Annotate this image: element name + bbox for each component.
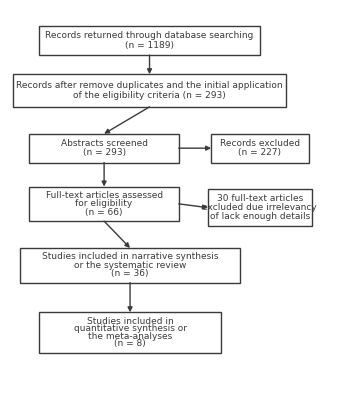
Text: Full-text articles assessed: Full-text articles assessed xyxy=(46,191,163,200)
Text: Studies included in narrative synthesis: Studies included in narrative synthesis xyxy=(42,252,218,262)
Text: 30 full-text articles: 30 full-text articles xyxy=(217,194,303,204)
FancyBboxPatch shape xyxy=(208,190,312,226)
FancyBboxPatch shape xyxy=(29,134,179,162)
Text: or the systematic review: or the systematic review xyxy=(74,261,186,270)
Text: Studies included in: Studies included in xyxy=(87,317,173,326)
Text: (n = 227): (n = 227) xyxy=(238,148,281,158)
Text: (n = 1189): (n = 1189) xyxy=(125,41,174,50)
Text: Records excluded: Records excluded xyxy=(220,139,300,148)
Text: excluded due irrelevancy: excluded due irrelevancy xyxy=(202,203,317,212)
FancyBboxPatch shape xyxy=(29,186,179,221)
FancyBboxPatch shape xyxy=(39,312,221,353)
Text: Abstracts screened: Abstracts screened xyxy=(61,139,148,148)
Text: for eligibility: for eligibility xyxy=(75,199,133,208)
Text: (n = 293): (n = 293) xyxy=(82,148,126,158)
FancyBboxPatch shape xyxy=(39,26,260,55)
Text: of lack enough details: of lack enough details xyxy=(210,212,310,221)
Text: (n = 8): (n = 8) xyxy=(114,339,146,348)
FancyBboxPatch shape xyxy=(20,248,240,282)
Text: quantitative synthesis or: quantitative synthesis or xyxy=(74,324,187,333)
Text: Records after remove duplicates and the initial application: Records after remove duplicates and the … xyxy=(16,81,283,90)
FancyBboxPatch shape xyxy=(13,74,286,107)
FancyBboxPatch shape xyxy=(211,134,309,162)
Text: the meta-analyses: the meta-analyses xyxy=(88,332,172,341)
Text: of the eligibility criteria (n = 293): of the eligibility criteria (n = 293) xyxy=(73,91,226,100)
Text: (n = 66): (n = 66) xyxy=(86,208,123,217)
Text: (n = 36): (n = 36) xyxy=(111,269,149,278)
Text: Records returned through database searching: Records returned through database search… xyxy=(45,31,254,40)
